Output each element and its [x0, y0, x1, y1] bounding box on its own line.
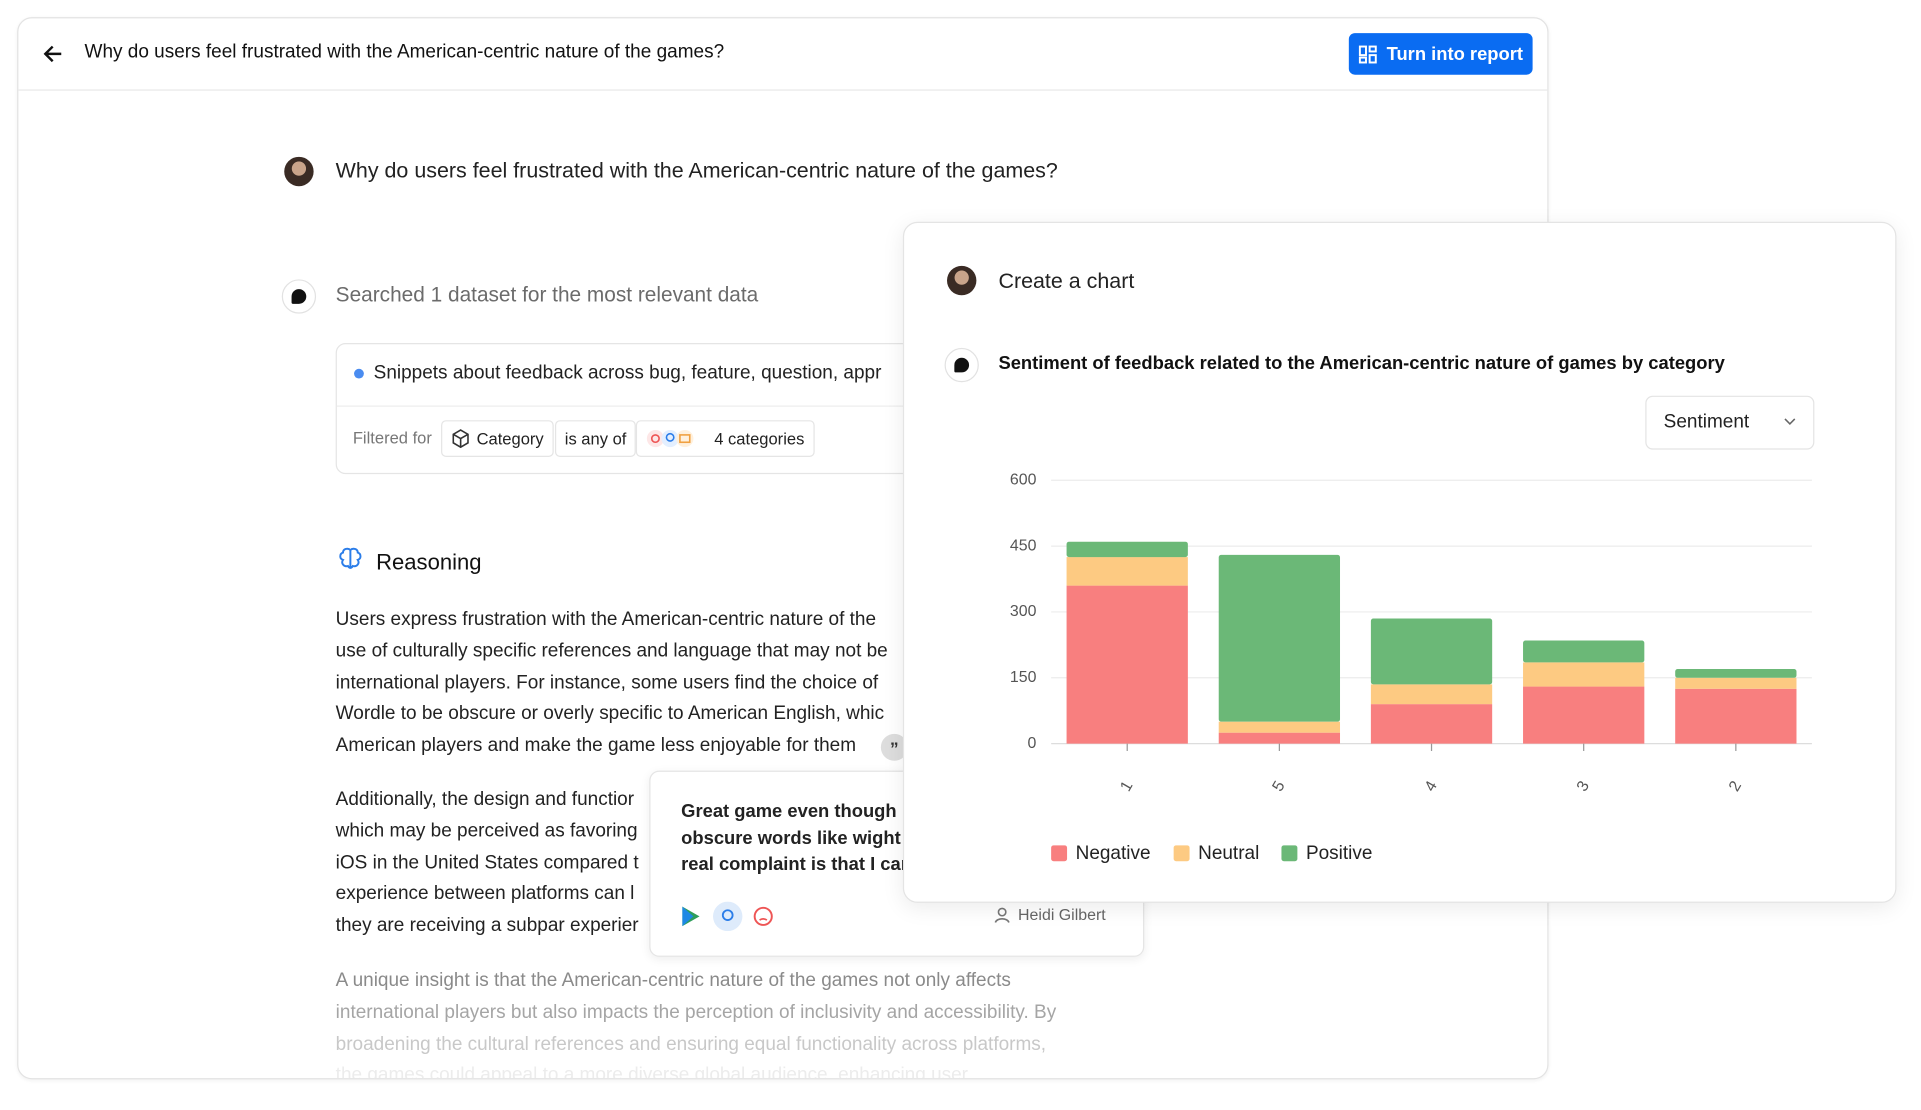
quote-line: obscure words like wight	[681, 827, 901, 849]
text-line: the games could appeal to a more diverse…	[335, 1065, 969, 1080]
bar-segment	[1675, 677, 1797, 689]
reasoning-title: Reasoning	[376, 550, 482, 575]
turn-into-report-button[interactable]: Turn into report	[1348, 33, 1533, 75]
bullet	[354, 368, 364, 379]
user-question: Why do users feel frustrated with the Am…	[335, 158, 1058, 183]
bot-icon	[281, 279, 317, 314]
text-line: Wordle to be obscure or overly specific …	[335, 703, 885, 725]
bar-segment	[1218, 721, 1341, 733]
text-line: Users express frustration with the Ameri…	[335, 608, 877, 630]
bar-segment	[1523, 662, 1645, 687]
snippet-text: Snippets about feedback across bug, feat…	[373, 362, 882, 384]
text-line: international players but also impacts t…	[335, 1001, 1057, 1023]
user-avatar	[947, 265, 977, 296]
search-status: Searched 1 dataset for the most relevant…	[335, 282, 759, 307]
divider	[336, 405, 1072, 407]
text-line: Additionally, the design and functior	[335, 788, 635, 810]
search-result-box: Snippets about feedback across bug, feat…	[335, 343, 1074, 475]
sentiment-dropdown[interactable]: Sentiment	[1645, 395, 1815, 450]
y-tick-label: 0	[1028, 735, 1037, 752]
legend-swatch	[1051, 845, 1068, 862]
text-line: use of culturally specific references an…	[335, 640, 888, 662]
bar-segment	[1066, 585, 1188, 744]
quote-tags	[682, 901, 773, 932]
text-line: iOS in the United States compared t	[335, 852, 639, 873]
reasoning-paragraph: A unique insight is that the American-ce…	[335, 965, 1057, 1080]
text-line: international players. For instance, som…	[335, 672, 879, 693]
bar-segment	[1370, 684, 1493, 705]
y-tick-label: 150	[1010, 669, 1037, 686]
x-tick-label: 5	[1270, 778, 1289, 794]
chart-prompt: Create a chart	[998, 268, 1135, 293]
x-tick-label: 3	[1574, 778, 1593, 794]
filter-field-text: Category	[476, 429, 544, 448]
dropdown-label: Sentiment	[1663, 411, 1750, 433]
y-tick-label: 450	[1010, 537, 1037, 554]
filter-operator[interactable]: is any of	[554, 420, 637, 457]
text-line: A unique insight is that the American-ce…	[335, 970, 1011, 992]
quote-line: real complaint is that I car	[681, 853, 908, 875]
chart-panel: Create a chart Sentiment of feedback rel…	[902, 221, 1897, 903]
reasoning-paragraph: Users express frustration with the Ameri…	[336, 604, 888, 762]
bot-icon	[944, 347, 979, 383]
button-label: Turn into report	[1386, 43, 1524, 65]
quote-line: Great game even though	[681, 801, 897, 823]
text-line: American players and make the game less …	[335, 735, 857, 757]
y-tick-label: 600	[1010, 471, 1037, 488]
legend-swatch	[1173, 845, 1190, 862]
text-line: which may be perceived as favoring	[335, 820, 638, 842]
filter-value-text: 4 categories	[714, 429, 805, 448]
person-icon	[994, 907, 1010, 923]
divider	[18, 89, 1548, 91]
quote-text: Great game even though obscure words like…	[681, 799, 908, 878]
bar-segment	[1218, 732, 1341, 744]
bar-segment	[1066, 557, 1188, 586]
text-line: experience between platforms can l	[335, 883, 635, 905]
reasoning-icon	[339, 547, 362, 569]
back-button[interactable]	[42, 43, 64, 65]
cube-icon	[452, 429, 469, 449]
reasoning-paragraph: Additionally, the design and functior whi…	[336, 784, 639, 942]
report-icon	[1358, 44, 1377, 63]
bar-segment	[1523, 640, 1645, 663]
quote-author: Heidi Gilbert	[1018, 905, 1106, 924]
filter-op-text: is any of	[564, 429, 627, 448]
chart: 0 150 300 450 600 1 5 4 3 2 Negative Neutral Positiv…	[1010, 471, 1812, 864]
category-icons	[646, 430, 694, 448]
text-line: they are receiving a subpar experier	[335, 915, 639, 937]
bar-segment	[1218, 554, 1341, 722]
user-avatar	[284, 156, 314, 187]
legend-label: Neutral	[1198, 843, 1259, 864]
filter-label: Filtered for	[352, 428, 432, 448]
bar-segment	[1370, 704, 1493, 744]
filter-value[interactable]: 4 categories	[635, 420, 815, 457]
bar-segment	[1370, 618, 1493, 685]
y-tick-label: 300	[1010, 603, 1037, 620]
x-tick-label: 1	[1117, 778, 1136, 794]
x-tick-label: 2	[1726, 778, 1745, 794]
header-title: Why do users feel frustrated with the Am…	[84, 41, 725, 63]
legend-swatch	[1281, 845, 1298, 862]
filter-field[interactable]: Category	[441, 420, 554, 457]
legend-label: Negative	[1076, 843, 1151, 864]
legend-label: Positive	[1306, 843, 1372, 864]
chevron	[1784, 418, 1796, 426]
bar-segment	[1066, 541, 1188, 558]
bar-segment	[1675, 688, 1797, 744]
bar-segment	[1675, 669, 1797, 678]
x-tick-label: 4	[1422, 778, 1441, 794]
chart-title: Sentiment of feedback related to the Ame…	[998, 352, 1725, 374]
bar-segment	[1523, 686, 1645, 744]
text-line: broadening the cultural references and e…	[335, 1033, 1047, 1055]
